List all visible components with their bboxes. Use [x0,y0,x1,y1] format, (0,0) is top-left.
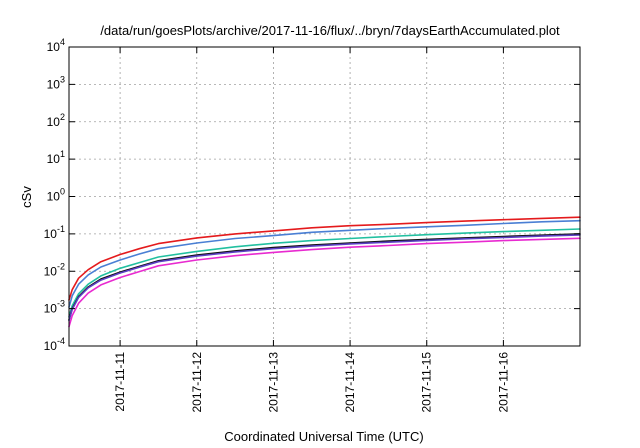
series-line-1 [68,216,581,301]
grid [69,47,580,346]
series-line-2 [68,219,581,308]
y-tick-label: 10-3 [44,299,65,316]
series-line-5 [68,234,581,322]
y-tick-exponent: 2 [60,112,65,122]
x-axis-label: Coordinated Universal Time (UTC) [224,429,423,444]
y-tick-base: 10 [47,40,61,54]
y-tick-base: 10 [47,152,61,166]
y-tick-base: 10 [47,77,61,91]
y-axis-label: cSv [19,186,34,208]
y-tick-base: 10 [44,339,58,353]
y-tick-exponent: 0 [60,187,65,197]
y-tick-label: 103 [47,74,65,91]
y-tick-exponent: -3 [57,299,65,309]
y-tick-exponent: -1 [57,224,65,234]
x-tick-label: 2017-11-14 [343,352,357,413]
y-tick-exponent: -2 [57,261,65,271]
y-tick-label: 100 [47,187,65,204]
y-tick-label: 10-4 [44,336,65,353]
y-tick-base: 10 [44,264,58,278]
y-tick-exponent: 4 [60,37,65,47]
y-tick-label: 102 [47,112,65,129]
x-tick-label: 2017-11-15 [420,352,434,413]
y-tick-base: 10 [47,115,61,129]
y-tick-base: 10 [44,227,58,241]
x-tick-label: 2017-11-13 [266,352,280,413]
y-tick-base: 10 [44,302,58,316]
y-tick-label: 104 [47,37,65,54]
y-tick-label: 10-1 [44,224,65,241]
series-layer [68,216,581,328]
series-line-6 [68,237,581,328]
y-tick-exponent: -4 [57,336,65,346]
y-tick-base: 10 [47,190,61,204]
y-tick-exponent: 3 [60,74,65,84]
x-axis: 2017-11-11 2017-11-12 2017-11-13 2017-11-14… [113,47,510,413]
y-tick-label: 101 [47,149,65,166]
x-tick-label: 2017-11-12 [190,352,204,413]
x-tick-label: 2017-11-16 [496,352,510,413]
series-line-3 [68,228,581,318]
x-tick-label: 2017-11-11 [113,352,127,412]
chart-title: /data/run/goesPlots/archive/2017-11-16/f… [100,23,560,38]
y-tick-label: 10-2 [44,261,65,278]
y-tick-exponent: 1 [60,149,65,159]
